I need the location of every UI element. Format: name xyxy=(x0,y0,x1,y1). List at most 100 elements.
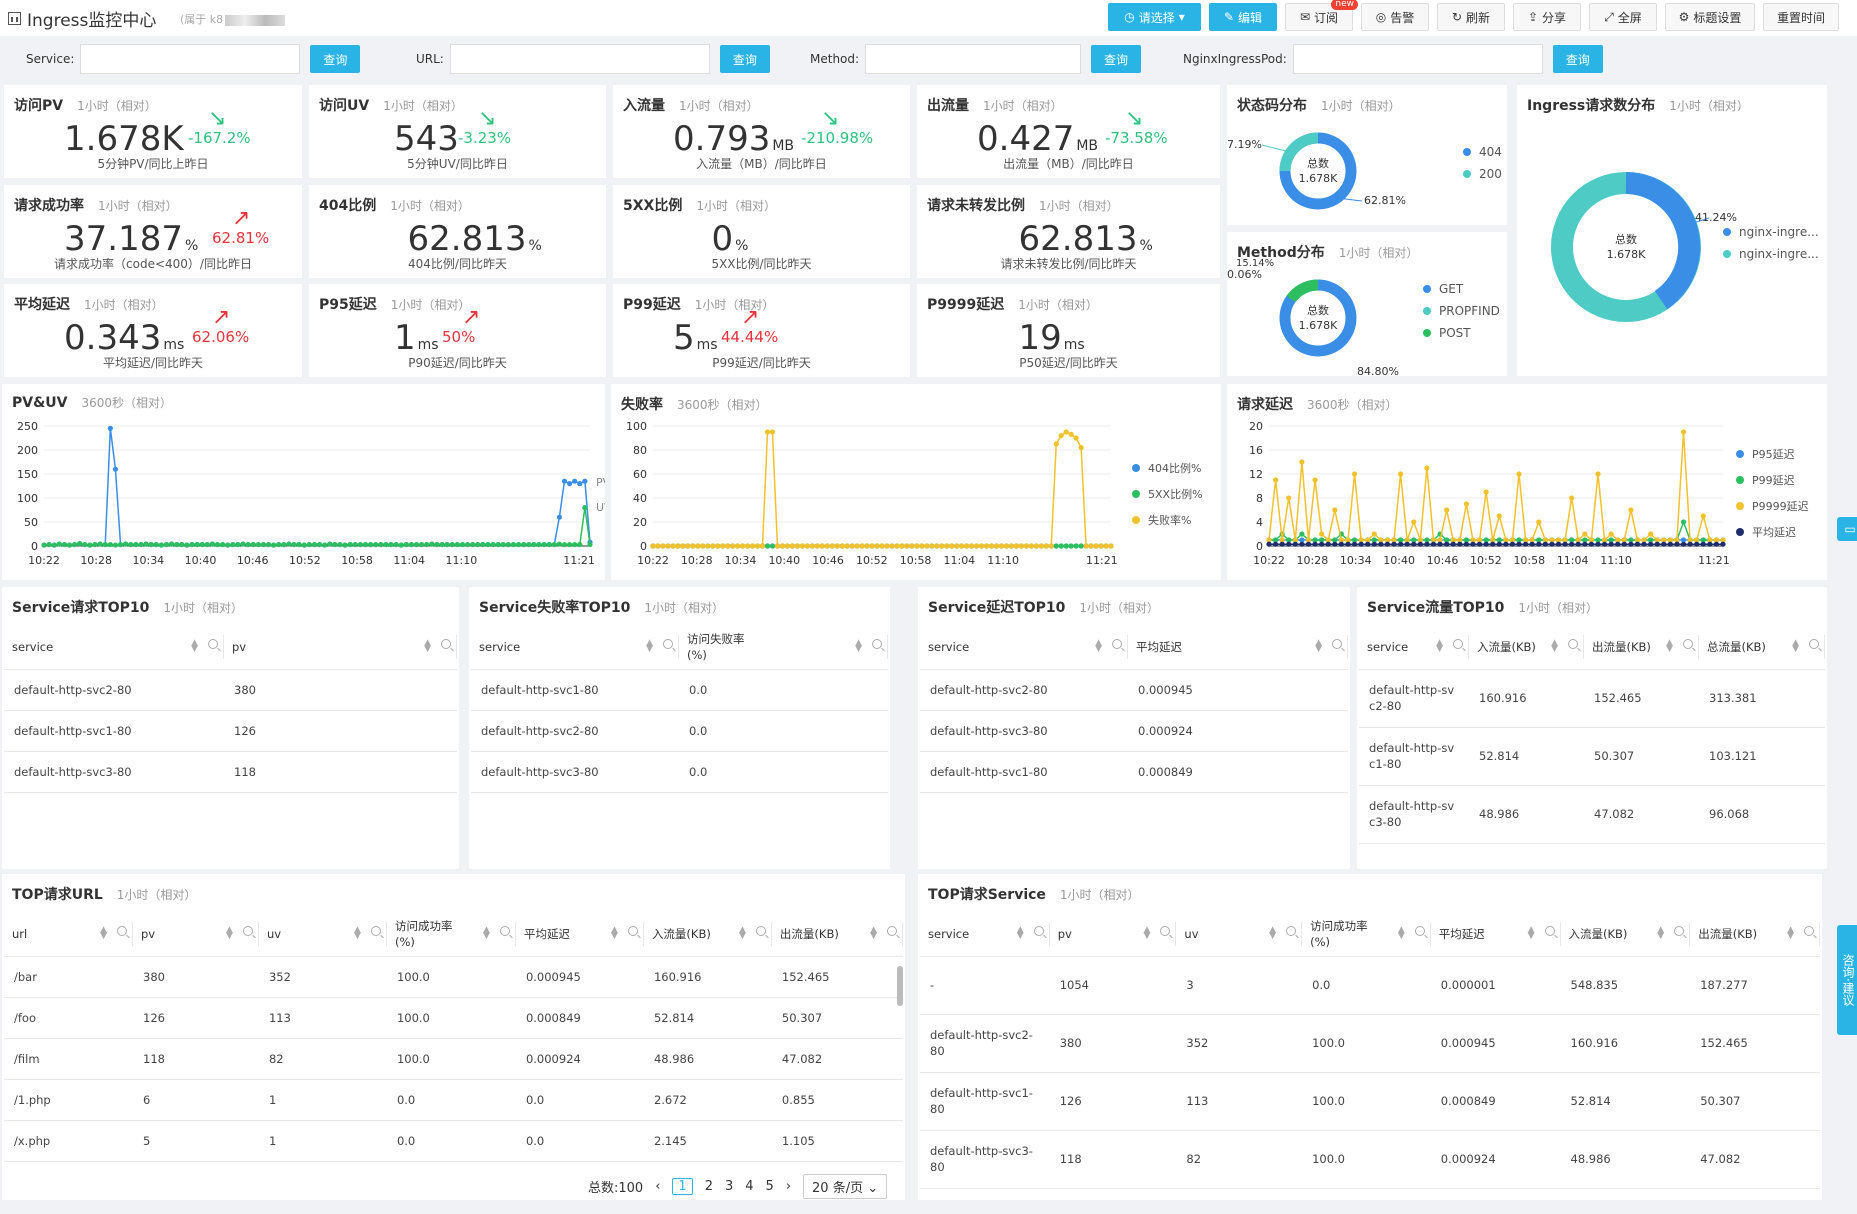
table-row[interactable]: -1054 3 0.0 0.000001 548.835 187.277 xyxy=(920,956,1820,1015)
sort-icon[interactable]: ▲ ▼ xyxy=(1551,638,1558,654)
legend-item[interactable]: 200 xyxy=(1463,163,1502,185)
fullscreen-button[interactable]: ⤢ 全屏 xyxy=(1589,3,1657,31)
table-row[interactable]: default-http-svc3-80 0.000924 xyxy=(920,710,1348,752)
share-button[interactable]: ⇪ 分享 xyxy=(1513,3,1581,31)
table-row[interactable]: default-http-svc2-80 160.916 152.465 313.38… xyxy=(1359,669,1825,728)
url-query-button[interactable]: 查询 xyxy=(719,45,770,73)
column-header[interactable]: service ▲ ▼ xyxy=(4,625,224,670)
sort-icon[interactable]: ▲ ▼ xyxy=(611,925,618,941)
column-header[interactable]: 入流量(KB) ▲ ▼ xyxy=(1469,625,1584,670)
sort-icon[interactable]: ▲ ▼ xyxy=(1792,638,1799,654)
page-1[interactable]: 1 xyxy=(672,1178,693,1195)
filter-search-icon[interactable] xyxy=(872,639,882,649)
legend-item[interactable]: 404 xyxy=(1463,141,1502,163)
filter-search-icon[interactable] xyxy=(499,926,510,936)
column-header[interactable]: pv ▲ ▼ xyxy=(1049,912,1177,957)
column-header[interactable]: 访问成功率(%) ▲ ▼ xyxy=(386,912,516,957)
column-header[interactable]: pv ▲ ▼ xyxy=(224,625,457,670)
sort-icon[interactable]: ▲ ▼ xyxy=(870,925,877,941)
column-header[interactable]: 出流量(KB) ▲ ▼ xyxy=(1584,625,1699,670)
filter-search-icon[interactable] xyxy=(887,926,897,936)
column-header[interactable]: 出流量(KB) ▲ ▼ xyxy=(771,912,903,957)
sort-icon[interactable]: ▲ ▼ xyxy=(1269,925,1277,941)
table-row[interactable]: /bar 380 352 100.0 0.000945 160.916 152.465 xyxy=(4,956,903,998)
sort-icon[interactable]: ▲ ▼ xyxy=(1527,925,1535,941)
sort-icon[interactable]: ▲ ▼ xyxy=(424,638,431,654)
filter-search-icon[interactable] xyxy=(117,926,127,936)
sort-icon[interactable]: ▲ ▼ xyxy=(100,925,107,941)
filter-search-icon[interactable] xyxy=(1160,926,1171,936)
sort-icon[interactable]: ▲ ▼ xyxy=(1143,925,1151,941)
legend-item[interactable]: nginx-ingre... xyxy=(1723,243,1819,265)
column-header[interactable]: 平均延迟 ▲ ▼ xyxy=(1128,625,1348,670)
filter-search-icon[interactable] xyxy=(663,639,673,649)
table-row[interactable]: default-http-svc2-80 380 352 100.0 0.000945 1… xyxy=(920,1014,1820,1073)
sort-icon[interactable]: ▲ ▼ xyxy=(1436,638,1443,654)
column-header[interactable]: uv ▲ ▼ xyxy=(258,912,387,957)
table-row[interactable]: default-http-svc1-80 0.0 xyxy=(471,669,888,711)
column-header[interactable]: service ▲ ▼ xyxy=(471,625,679,670)
page-size-select[interactable]: 20 条/页 ⌄ xyxy=(803,1174,888,1199)
sort-icon[interactable]: ▲ ▼ xyxy=(1787,925,1794,941)
reset-time-button[interactable]: 重置时间 xyxy=(1763,3,1839,31)
column-header[interactable]: url ▲ ▼ xyxy=(4,912,133,957)
sort-icon[interactable]: ▲ ▼ xyxy=(354,925,361,941)
table-row[interactable]: default-http-svc3-80 118 xyxy=(4,751,457,793)
table-row[interactable]: /film 118 82 100.0 0.000924 48.986 47.082 xyxy=(4,1038,903,1080)
filter-search-icon[interactable] xyxy=(1683,639,1693,649)
filter-search-icon[interactable] xyxy=(208,639,218,649)
sort-icon[interactable]: ▲ ▼ xyxy=(1657,925,1665,941)
table-row[interactable]: default-http-svc1-80 126 113 100.0 0.000849 5… xyxy=(920,1072,1820,1131)
pod-query-button[interactable]: 查询 xyxy=(1552,45,1603,73)
column-header[interactable]: 入流量(KB) ▲ ▼ xyxy=(1560,912,1691,957)
url-input[interactable] xyxy=(449,44,710,74)
legend-item[interactable]: POST xyxy=(1423,322,1500,344)
column-header[interactable]: 入流量(KB) ▲ ▼ xyxy=(643,912,772,957)
filter-search-icon[interactable] xyxy=(1453,639,1463,649)
filter-search-icon[interactable] xyxy=(370,926,381,936)
column-header[interactable]: 访问成功率(%) ▲ ▼ xyxy=(1302,912,1431,957)
column-header[interactable]: 平均延迟 ▲ ▼ xyxy=(1430,912,1561,957)
table-row[interactable]: /x.php 5 1 0.0 0.0 2.145 1.105 xyxy=(4,1120,903,1162)
table-row[interactable]: default-http-svc3-80 48.986 47.082 96.068 xyxy=(1359,785,1825,844)
title-settings-button[interactable]: ⚙ 标题设置 xyxy=(1665,3,1755,31)
filter-search-icon[interactable] xyxy=(1112,639,1122,649)
sort-icon[interactable]: ▲ ▼ xyxy=(739,925,746,941)
legend-item[interactable]: nginx-ingre... xyxy=(1723,221,1819,243)
table-row[interactable]: default-http-svc2-80 380 xyxy=(4,669,457,711)
filter-search-icon[interactable] xyxy=(1332,639,1342,649)
prev-page-icon[interactable]: ‹ xyxy=(655,1179,661,1194)
column-header[interactable]: 访问失败率(%) ▲ ▼ xyxy=(679,625,888,670)
filter-search-icon[interactable] xyxy=(1544,926,1555,936)
next-page-icon[interactable]: › xyxy=(785,1179,792,1194)
feedback-tab[interactable]: 咨询·建议 xyxy=(1837,925,1857,1035)
page-4[interactable]: 4 xyxy=(745,1179,754,1194)
select-button[interactable]: ◷ 请选择 ▾ xyxy=(1108,3,1201,31)
sort-icon[interactable]: ▲ ▼ xyxy=(1397,925,1405,941)
edit-button[interactable]: ✎ 编辑 xyxy=(1209,3,1277,31)
alert-button[interactable]: ◎ 告警 xyxy=(1361,3,1429,31)
sort-icon[interactable]: ▲ ▼ xyxy=(1095,638,1102,654)
table-row[interactable]: /foo 126 113 100.0 0.000849 52.814 50.307 xyxy=(4,997,903,1039)
column-header[interactable]: 总流量(KB) ▲ ▼ xyxy=(1699,625,1825,670)
table-row[interactable]: default-http-svc2-80 0.0 xyxy=(471,710,888,752)
page-3[interactable]: 3 xyxy=(724,1179,734,1194)
table-row[interactable]: default-http-svc1-80 0.000849 xyxy=(920,751,1348,793)
sort-icon[interactable]: ▲ ▼ xyxy=(483,925,490,941)
service-input[interactable] xyxy=(80,44,301,74)
sort-icon[interactable]: ▲ ▼ xyxy=(646,638,653,654)
column-header[interactable]: 出流量(KB) ▲ ▼ xyxy=(1690,912,1820,957)
filter-search-icon[interactable] xyxy=(1568,639,1578,649)
legend-item[interactable]: GET xyxy=(1423,278,1500,300)
page-2[interactable]: 2 xyxy=(704,1179,713,1194)
chat-icon[interactable]: ▭ xyxy=(1837,517,1857,541)
subscribe-button[interactable]: ✉ 订阅 new xyxy=(1285,0,1358,31)
column-header[interactable]: uv ▲ ▼ xyxy=(1176,912,1303,957)
pod-input[interactable] xyxy=(1292,44,1543,74)
page-5[interactable]: 5 xyxy=(765,1179,774,1194)
refresh-button[interactable]: ↻ 刷新 xyxy=(1437,3,1505,31)
column-header[interactable]: service ▲ ▼ xyxy=(920,912,1050,957)
legend-item[interactable]: PROPFIND xyxy=(1423,300,1500,322)
sort-icon[interactable]: ▲ ▼ xyxy=(855,638,862,654)
table-row[interactable]: default-http-svc3-80 118 82 100.0 0.000924 48… xyxy=(920,1130,1820,1189)
